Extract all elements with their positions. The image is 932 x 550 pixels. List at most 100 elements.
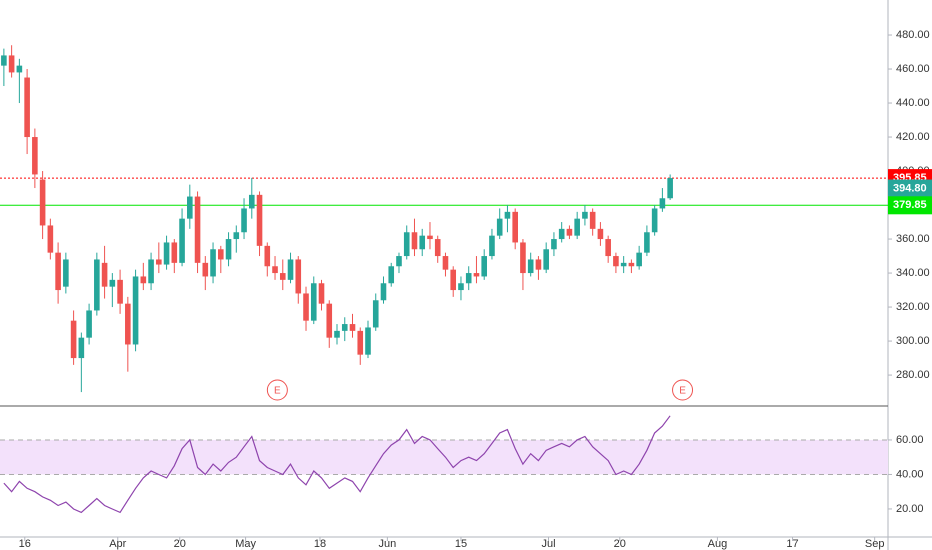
candle-body [310,283,317,321]
candle-body [489,235,495,257]
candle-body [644,232,650,253]
y-tick-label: 440.00 [896,97,930,109]
x-tick-label: Apr [109,538,126,550]
candle-body [458,283,464,291]
candle-body [582,211,588,219]
rsi-band [0,439,888,475]
candle-body [473,273,480,277]
candle-body [566,228,573,236]
candle-body [16,65,23,73]
x-tick-label: 20 [614,538,626,550]
candle-body [225,239,232,260]
candle-body [32,137,38,175]
candle-body [628,262,635,267]
candle-body [63,259,69,287]
candle-body [94,259,100,311]
y-tick-label: 340.00 [896,267,930,279]
candle-body [101,262,108,287]
price-label: 394.80 [893,182,927,194]
candle-body [117,279,123,304]
candle-body [365,327,371,355]
candle-body [403,232,410,257]
x-tick-label: Sep [865,538,885,550]
x-tick-label: 17 [786,538,798,550]
candle-body [156,259,162,265]
candle-body [125,303,131,345]
candle-body [140,276,147,284]
candle-body [171,242,178,263]
x-tick-label: 15 [455,538,467,550]
event-label: E [274,386,281,397]
candle-body [256,194,263,246]
candle-body [520,242,526,274]
candle-body [504,211,511,219]
candle-body [148,259,154,284]
candle-body [527,259,534,274]
candle-body [163,242,170,265]
candle-body [248,194,255,209]
x-tick-label: Jun [378,538,396,550]
candle-body [326,303,333,338]
candle-body [667,178,673,199]
candle-body [210,249,216,277]
candle-body [512,211,518,243]
candle-body [132,276,139,345]
candle-body [279,273,286,280]
candle-body [357,330,364,355]
candle-body [318,283,325,304]
candle-body [341,324,348,331]
candle-body [55,252,61,291]
x-tick-label: 18 [314,538,326,550]
candle-body [264,245,271,267]
candle-body [1,55,7,66]
candle-body [194,196,201,263]
candle-body [47,225,54,253]
candle-body [574,218,580,236]
candle-body [8,55,15,73]
y-tick-label: 420.00 [896,131,930,143]
candle-body [217,249,224,260]
x-tick-label: 16 [19,538,31,550]
candle-body [597,228,604,240]
candle-body [372,300,379,328]
candle-body [303,293,309,321]
candle-body [241,208,247,233]
candle-body [535,259,542,270]
y-tick-label: 300.00 [896,335,930,347]
candle-body [442,256,449,270]
x-tick-label: May [235,538,256,550]
x-tick-label: Aug [708,538,728,550]
candle-body [411,232,418,250]
candle-body [187,196,193,219]
y-tick-label: 320.00 [896,301,930,313]
x-tick-label: 20 [174,538,186,550]
candle-body [39,179,46,226]
event-label: E [679,386,686,397]
candle-body [202,262,209,277]
candle-body [481,256,488,277]
candle-body [651,208,658,233]
candle-body [543,249,549,270]
candle-body [427,235,433,240]
candle-body [434,239,441,257]
candle-body [419,235,426,250]
candle-body [659,198,666,209]
rsi-tick-label: 60.00 [896,434,924,446]
candle-body [605,239,611,257]
y-tick-label: 280.00 [896,369,930,381]
candle-body [334,330,340,338]
event-marker [672,379,694,401]
y-tick-label: 460.00 [896,63,930,75]
candle-body [450,269,457,291]
candle-body [496,218,503,236]
candle-body [109,279,116,287]
rsi-tick-label: 40.00 [896,468,924,480]
candle-body [70,320,77,359]
candle-body [551,239,557,250]
price-label-box [888,196,932,215]
rsi-line [3,415,671,514]
candle-body [396,256,402,267]
candle-body [613,256,619,267]
candle-body [380,283,387,301]
